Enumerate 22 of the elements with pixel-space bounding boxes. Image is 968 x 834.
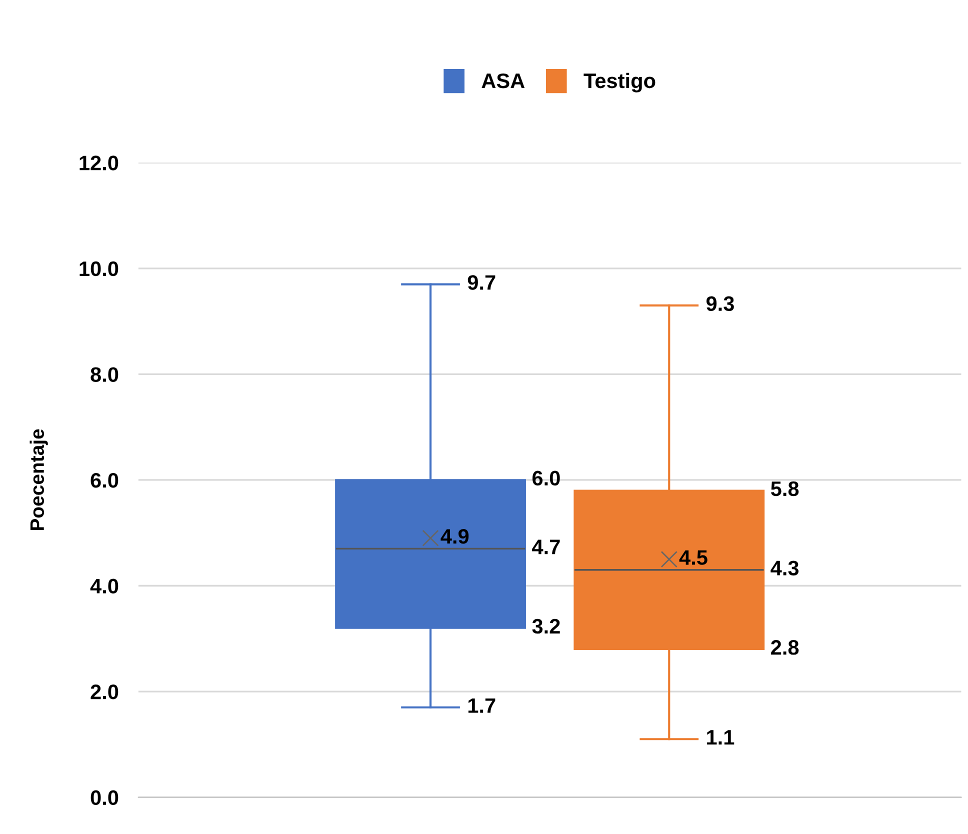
y-tick-label: 12.0: [80, 156, 118, 170]
legend-label: Testigo: [584, 72, 656, 92]
annotation: 1.7: [468, 698, 496, 713]
y-tick-label: 10.0: [80, 261, 118, 276]
y-tick-label: 6.0: [90, 472, 118, 488]
y-tick-label: 2.0: [90, 684, 118, 700]
annotation: 4.9: [440, 528, 469, 544]
annotation: 4.3: [770, 560, 799, 576]
annotation: 3.2: [532, 618, 560, 634]
annotation: 2.8: [771, 640, 799, 655]
annotation: 6.0: [532, 470, 560, 486]
y-axis-title: Poecentaje: [30, 429, 48, 530]
y-tick-label: 8.0: [90, 367, 118, 382]
annotation: 9.7: [468, 275, 496, 290]
annotation: 5.8: [770, 481, 799, 496]
legend-label: ASA: [482, 73, 525, 88]
annotation: 9.3: [706, 296, 734, 312]
annotation: 4.5: [679, 550, 708, 565]
y-tick-label: 0.0: [90, 790, 118, 806]
annotation: 4.7: [532, 540, 560, 554]
annotation: 1.1: [707, 730, 734, 745]
y-tick-label: 4.0: [90, 578, 118, 594]
